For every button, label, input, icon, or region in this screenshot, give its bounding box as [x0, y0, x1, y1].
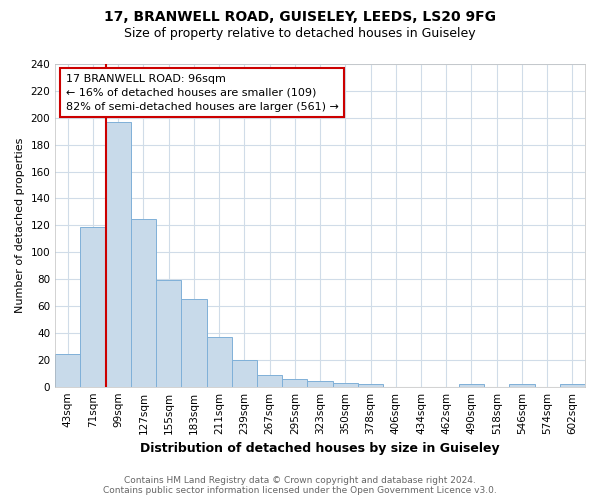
Bar — [106, 122, 131, 386]
Bar — [232, 360, 257, 386]
Bar — [257, 374, 282, 386]
Bar — [156, 280, 181, 386]
Bar — [206, 337, 232, 386]
Text: 17, BRANWELL ROAD, GUISELEY, LEEDS, LS20 9FG: 17, BRANWELL ROAD, GUISELEY, LEEDS, LS20… — [104, 10, 496, 24]
Bar — [55, 354, 80, 386]
Text: Size of property relative to detached houses in Guiseley: Size of property relative to detached ho… — [124, 28, 476, 40]
X-axis label: Distribution of detached houses by size in Guiseley: Distribution of detached houses by size … — [140, 442, 500, 455]
Bar — [307, 382, 332, 386]
Text: Contains HM Land Registry data © Crown copyright and database right 2024.
Contai: Contains HM Land Registry data © Crown c… — [103, 476, 497, 495]
Bar — [459, 384, 484, 386]
Bar — [560, 384, 585, 386]
Bar — [332, 382, 358, 386]
Bar — [181, 300, 206, 386]
Y-axis label: Number of detached properties: Number of detached properties — [15, 138, 25, 313]
Bar — [509, 384, 535, 386]
Bar — [282, 378, 307, 386]
Bar — [131, 218, 156, 386]
Bar — [80, 226, 106, 386]
Text: 17 BRANWELL ROAD: 96sqm
← 16% of detached houses are smaller (109)
82% of semi-d: 17 BRANWELL ROAD: 96sqm ← 16% of detache… — [66, 74, 338, 112]
Bar — [358, 384, 383, 386]
